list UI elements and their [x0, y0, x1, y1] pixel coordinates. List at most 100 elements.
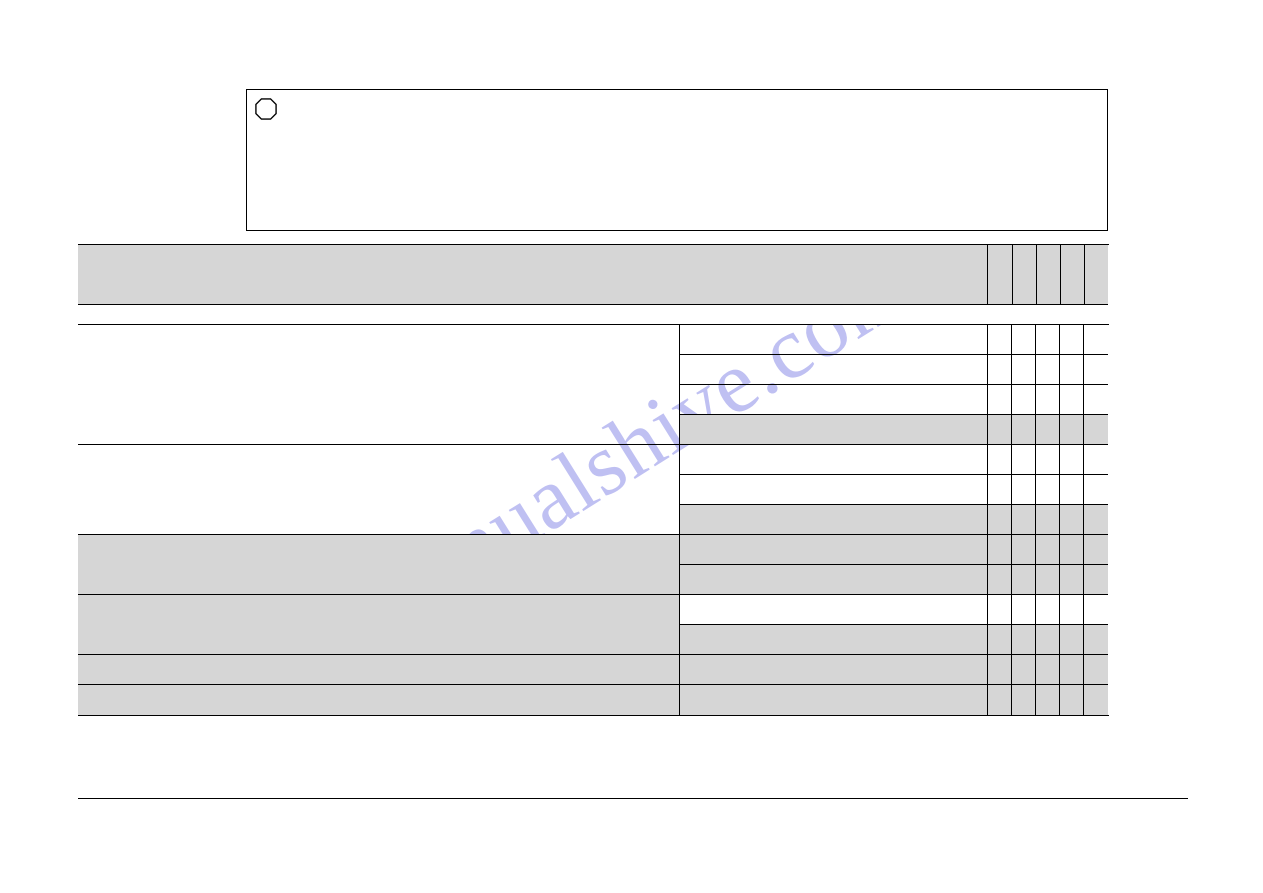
table-row — [78, 685, 1109, 715]
table-gap-row — [78, 305, 1109, 325]
note-cell — [680, 535, 988, 565]
table-header-col-2 — [1012, 245, 1036, 305]
check-cell — [1084, 325, 1108, 355]
check-cell — [1036, 325, 1060, 355]
desc-cell — [78, 565, 680, 595]
check-cell — [1060, 565, 1084, 595]
check-cell — [1012, 445, 1036, 475]
check-cell — [1084, 475, 1108, 505]
octagon-icon — [255, 98, 277, 120]
note-cell — [680, 385, 988, 415]
table-row — [78, 625, 1109, 655]
desc-cell — [78, 505, 680, 535]
check-cell — [1036, 415, 1060, 445]
check-cell — [1060, 655, 1084, 685]
check-cell — [1012, 385, 1036, 415]
check-cell — [988, 535, 1012, 565]
check-cell — [1084, 565, 1108, 595]
check-cell — [988, 325, 1012, 355]
check-cell — [1036, 595, 1060, 625]
check-cell — [1036, 625, 1060, 655]
check-cell — [988, 595, 1012, 625]
note-cell — [680, 415, 988, 445]
desc-cell — [78, 325, 680, 355]
check-cell — [1084, 505, 1108, 535]
check-cell — [1012, 505, 1036, 535]
check-cell — [1036, 475, 1060, 505]
table-header-main — [78, 245, 988, 305]
check-cell — [1084, 445, 1108, 475]
check-cell — [1084, 625, 1108, 655]
check-cell — [1060, 685, 1084, 715]
check-cell — [1012, 595, 1036, 625]
table-row — [78, 655, 1109, 685]
check-cell — [1084, 415, 1108, 445]
desc-cell — [78, 475, 680, 505]
desc-cell — [78, 415, 680, 445]
check-cell — [1084, 355, 1108, 385]
spec-table — [78, 244, 1109, 716]
warning-box — [246, 89, 1108, 231]
check-cell — [1036, 535, 1060, 565]
check-cell — [988, 385, 1012, 415]
note-cell — [680, 625, 988, 655]
check-cell — [1012, 685, 1036, 715]
desc-cell — [78, 625, 680, 655]
check-cell — [1084, 655, 1108, 685]
desc-cell — [78, 355, 680, 385]
check-cell — [988, 475, 1012, 505]
table-row — [78, 505, 1109, 535]
check-cell — [1036, 505, 1060, 535]
check-cell — [1084, 385, 1108, 415]
desc-cell — [78, 535, 680, 565]
check-cell — [988, 685, 1012, 715]
check-cell — [988, 355, 1012, 385]
note-cell — [680, 685, 988, 715]
note-cell — [680, 445, 988, 475]
check-cell — [1060, 475, 1084, 505]
check-cell — [988, 625, 1012, 655]
check-cell — [1060, 505, 1084, 535]
desc-cell — [78, 385, 680, 415]
check-cell — [1036, 385, 1060, 415]
check-cell — [1060, 385, 1084, 415]
table-header-col-3 — [1036, 245, 1060, 305]
check-cell — [1060, 325, 1084, 355]
check-cell — [1012, 355, 1036, 385]
table-row — [78, 535, 1109, 565]
note-cell — [680, 655, 988, 685]
check-cell — [1084, 685, 1108, 715]
table-row — [78, 355, 1109, 385]
table-row — [78, 565, 1109, 595]
check-cell — [988, 445, 1012, 475]
check-cell — [988, 415, 1012, 445]
note-cell — [680, 595, 988, 625]
check-cell — [1036, 355, 1060, 385]
table-row — [78, 325, 1109, 355]
note-cell — [680, 505, 988, 535]
table-row — [78, 595, 1109, 625]
check-cell — [988, 565, 1012, 595]
check-cell — [1060, 535, 1084, 565]
table-header-col-5 — [1084, 245, 1108, 305]
table-row — [78, 445, 1109, 475]
desc-cell — [78, 655, 680, 685]
check-cell — [1012, 625, 1036, 655]
table-header-row — [78, 245, 1109, 305]
check-cell — [1036, 565, 1060, 595]
note-cell — [680, 355, 988, 385]
check-cell — [1060, 355, 1084, 385]
table-row — [78, 385, 1109, 415]
note-cell — [680, 565, 988, 595]
check-cell — [1084, 595, 1108, 625]
check-cell — [1012, 565, 1036, 595]
table-header-col-1 — [988, 245, 1012, 305]
check-cell — [988, 505, 1012, 535]
check-cell — [1012, 535, 1036, 565]
check-cell — [1084, 535, 1108, 565]
check-cell — [1036, 655, 1060, 685]
note-cell — [680, 325, 988, 355]
desc-cell — [78, 445, 680, 475]
check-cell — [1060, 415, 1084, 445]
check-cell — [1012, 475, 1036, 505]
